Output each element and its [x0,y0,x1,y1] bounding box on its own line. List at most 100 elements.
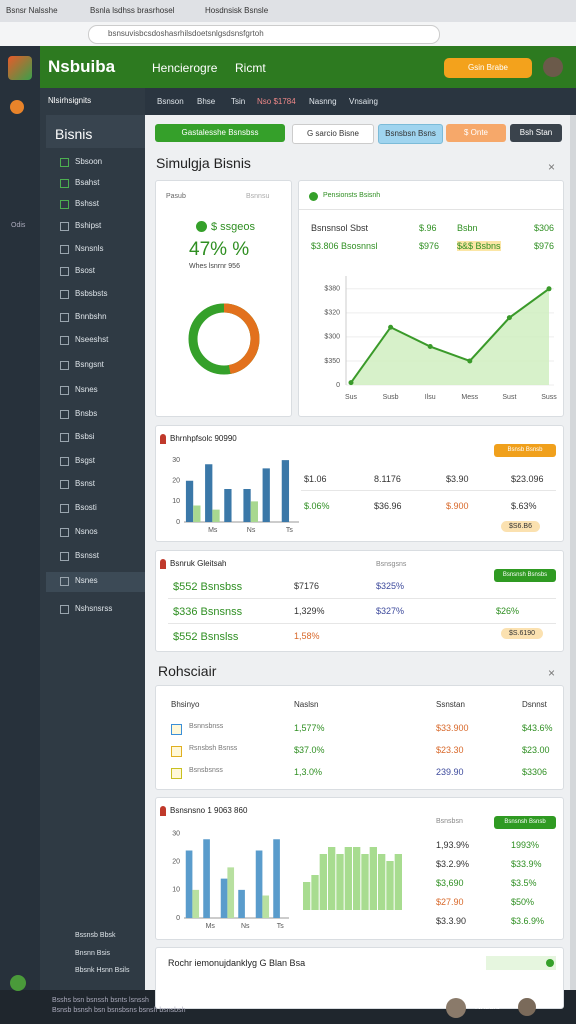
area [351,288,549,385]
cell: 1,329% [294,606,325,616]
item-icon [60,158,69,167]
sidebar-item[interactable]: Bsbsbsts [75,289,108,298]
nav-item[interactable]: Bhse [197,97,216,106]
y-tick-label: 20 [172,859,180,866]
nav-item[interactable]: Nso $1784 [257,97,296,106]
bar [243,489,251,522]
x-tick-label: Ms [206,923,216,930]
item-icon [60,267,69,276]
cell: $327% [376,606,405,616]
cell: $325% [376,581,405,591]
button[interactable]: G sarcio Bisne [292,124,374,144]
sidebar-item[interactable]: Bshsst [75,199,100,208]
button[interactable]: Gastalesshe Bsnsbss [155,124,285,142]
item-icon [60,386,69,395]
donut-label: $ ssgeos [211,221,256,233]
sidebar-item[interactable]: Bsost [75,266,96,275]
marker [160,559,166,569]
x-tick-label: Mess [461,394,478,401]
donut-card: Pasub Bsnnsu $ ssgeos 47% % Whes lsnrnr 956 [155,180,292,417]
y-tick-label: $320 [324,310,340,317]
cell: $336 Bsnsnss [173,606,243,618]
button[interactable]: Bsnsb Bsnsb [494,444,556,457]
sidebar-item[interactable]: Bnnbshn [75,312,107,321]
sidebar-item[interactable]: Bshipst [75,221,102,230]
bar [203,839,210,918]
item-icon [60,480,69,489]
sidebar-item[interactable]: Bnsbs [75,409,98,418]
button[interactable]: Bsh Stan [510,124,562,142]
x-tick-label: Ts [286,527,294,534]
sidebar-item[interactable]: Nsnes [75,385,98,394]
close-icon[interactable]: × [548,160,556,174]
sidebar-item[interactable]: Bsahst [75,178,100,187]
cell: 1,3.0% [294,767,323,777]
chart [188,303,260,375]
sidebar-item[interactable]: Bsgst [75,456,96,465]
bar [273,839,280,918]
y-tick-label: $380 [324,286,340,293]
sidebar-item[interactable]: Bsbsi [75,432,95,441]
x-tick-label: Ms [208,527,218,534]
section-title: Bisnis [55,126,93,142]
item-icon [60,433,69,442]
section-title: Rohsciair [158,663,217,679]
cell: Bsnsnsol Sbst [311,223,369,233]
sidebar-item[interactable]: Sbsoon [75,157,103,166]
rail-icon[interactable] [10,100,24,114]
button[interactable]: Bsnsbsn Bsns [378,124,443,144]
nav-item[interactable]: Bsnson [157,97,184,106]
table-card: Bsnruk Gleitsah Bsnsnsh Bsnsbs Bsnsgsns $55… [155,550,564,652]
sidebar-item[interactable]: Bsosti [75,503,97,512]
point [467,358,473,364]
item-icon [60,361,69,370]
sidebar-item[interactable]: Nshsnsrss [75,604,113,613]
scrollbar[interactable] [570,115,576,990]
x-tick-label: Suss [541,394,557,401]
avatar[interactable] [543,57,563,77]
cell: 1,577% [294,723,325,733]
sidebar-item[interactable]: Bsnst [75,479,96,488]
cell: $33.900 [436,723,469,733]
nav-item[interactable]: Vnsaing [349,97,378,106]
cell: $3.6.9% [511,916,545,926]
page-title: Simulgja Bisnis [156,155,251,171]
cell: $36.96 [374,501,402,511]
y-tick-label: 10 [172,887,180,894]
item-icon [60,552,69,561]
x-tick-label: Ns [247,527,256,534]
bar [378,854,386,910]
avatar[interactable] [10,975,26,991]
sidebar-item[interactable]: Nsnos [75,527,98,536]
card-title: Bhrnhpfsolc 90990 [170,434,237,443]
cell: Bsbn [457,223,478,233]
url-field[interactable] [88,25,440,44]
sidebar-item[interactable]: Nseeshst [75,335,109,344]
bar [227,867,235,918]
nav-item[interactable]: Nasnng [309,97,337,106]
sidebar-item[interactable]: Nsnsnls [75,244,104,253]
bar [255,850,263,918]
item-icon [60,577,69,586]
marker [160,806,166,816]
point [546,286,552,292]
card-title: Pensionsts Bsisnh [323,192,381,199]
sidebar-footer: Bssnsb Bbsk [75,932,116,939]
sidebar-item[interactable]: Nsnes [75,576,98,585]
avatar[interactable] [518,998,536,1016]
point [348,380,354,386]
button[interactable]: Gsin Brabe [444,58,532,78]
sidebar-item[interactable]: Bsngsnt [75,360,104,369]
avatar[interactable] [446,998,466,1018]
nav-item[interactable]: Tsin [231,97,246,106]
button[interactable]: Bsnsnsh Bsnsb [494,816,556,829]
bar [303,882,311,910]
cell: $976 [534,241,555,251]
close-icon[interactable]: × [548,666,556,680]
cell: $3.3.90 [436,916,467,926]
table-card: Bhsinyo Naslsn Ssnstan Dsnnst Bsnnsbnss 1,577… [155,685,564,790]
button[interactable]: Bsnsnsh Bsnsbs [494,569,556,582]
bar [319,854,327,910]
sidebar-item[interactable]: Bsnsst [75,551,100,560]
button[interactable]: $ Onte [446,124,506,142]
